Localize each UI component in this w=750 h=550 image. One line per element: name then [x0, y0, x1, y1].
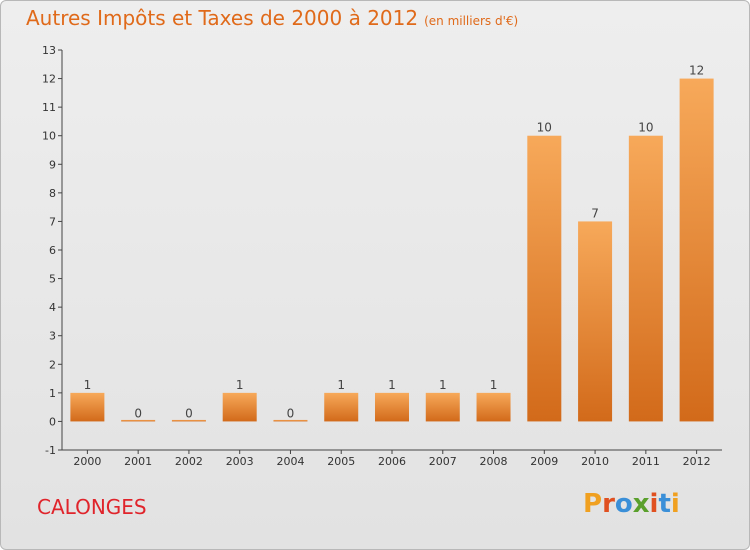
bar	[171, 419, 206, 422]
y-tick-label: 12	[42, 73, 56, 86]
y-tick-label: 1	[49, 387, 56, 400]
x-tick-label: 2006	[378, 455, 406, 468]
proxiti-logo: Proxiti	[583, 489, 680, 519]
bar-value-label: 7	[591, 206, 599, 220]
y-tick-label: 5	[49, 273, 56, 286]
bar	[121, 419, 156, 422]
bar-value-label: 1	[388, 378, 396, 392]
bar-value-label: 0	[134, 406, 142, 420]
bar	[476, 392, 511, 422]
logo-letter: i	[670, 489, 680, 519]
y-tick-label: 8	[49, 187, 56, 200]
bar-value-label: 1	[439, 378, 447, 392]
bar	[273, 419, 308, 422]
logo-letter: t	[658, 489, 671, 519]
bar-value-label: 1	[84, 378, 92, 392]
x-tick-label: 2003	[226, 455, 254, 468]
x-tick-label: 2005	[327, 455, 355, 468]
bar-value-label: 1	[490, 378, 498, 392]
bar	[375, 392, 409, 422]
x-tick-label: 2010	[581, 455, 609, 468]
logo-letter: P	[583, 489, 603, 519]
chart-title: Autres Impôts et Taxes de 2000 à 2012 (en…	[26, 6, 518, 30]
logo-letter: o	[614, 489, 633, 519]
x-tick-label: 2007	[429, 455, 457, 468]
logo-letter: i	[649, 489, 659, 519]
bar	[527, 135, 562, 422]
y-tick-label: 3	[49, 330, 56, 343]
bar	[222, 392, 257, 422]
chart-unit: (en milliers d'€)	[424, 14, 519, 28]
y-tick-label: 2	[49, 358, 56, 371]
bar	[679, 78, 714, 422]
bar-value-label: 12	[689, 64, 704, 78]
y-tick-label: 10	[42, 130, 56, 143]
x-tick-label: 2001	[124, 455, 152, 468]
x-tick-label: 2004	[276, 455, 304, 468]
bar	[628, 135, 663, 422]
logo-letter: x	[632, 489, 650, 519]
bar-value-label: 1	[236, 378, 244, 392]
y-tick-label: 13	[42, 44, 56, 57]
bar	[425, 392, 460, 422]
x-tick-label: 2000	[73, 455, 101, 468]
x-tick-label: 2011	[632, 455, 660, 468]
bar	[70, 392, 105, 422]
x-tick-label: 2008	[480, 455, 508, 468]
bar-value-label: 0	[185, 406, 193, 420]
bar-value-label: 1	[337, 378, 345, 392]
x-tick-label: 2012	[683, 455, 711, 468]
bar-value-label: 10	[638, 121, 653, 135]
y-tick-label: 9	[49, 158, 56, 171]
logo-letter: r	[602, 489, 615, 519]
chart-title-text: Autres Impôts et Taxes de 2000 à 2012	[26, 6, 419, 30]
y-tick-label: 4	[49, 301, 56, 314]
y-tick-label: -1	[45, 444, 56, 457]
bar-value-label: 10	[537, 121, 552, 135]
x-tick-label: 2002	[175, 455, 203, 468]
y-tick-label: 6	[49, 244, 56, 257]
x-tick-label: 2009	[530, 455, 558, 468]
bar-value-label: 0	[287, 406, 295, 420]
y-tick-label: 0	[49, 415, 56, 428]
bar	[324, 392, 359, 422]
y-tick-label: 11	[42, 101, 56, 114]
bar	[578, 221, 613, 422]
commune-name: CALONGES	[37, 495, 147, 519]
y-tick-label: 7	[49, 215, 56, 228]
